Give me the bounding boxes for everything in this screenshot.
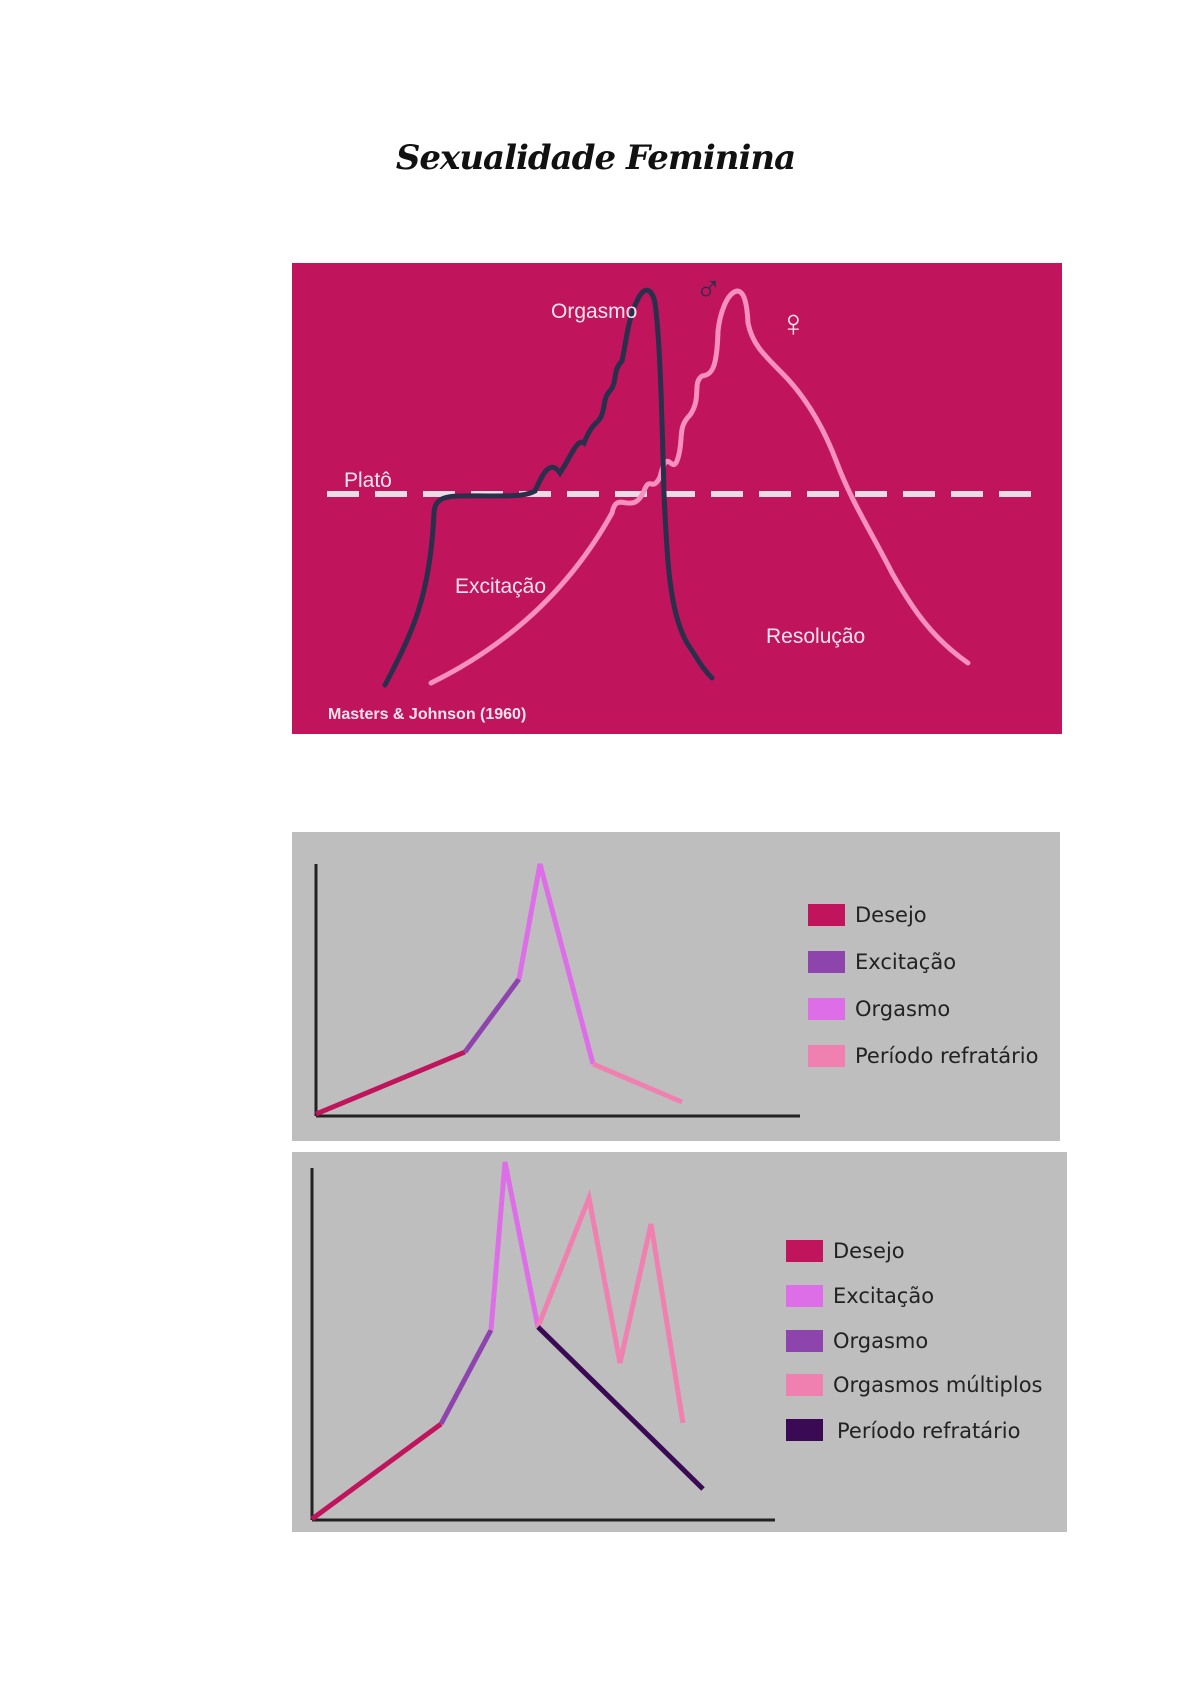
male-response-curve	[382, 287, 715, 688]
orgasm-segment	[438, 1328, 494, 1426]
female-cycle-diagram: Desejo Excitação Orgasmo Orgasmos múltip…	[310, 1161, 1042, 1522]
resolution-label: Resolução	[766, 625, 865, 648]
legend-label-multiple-orgasms: Orgasmos múltiplos	[833, 1373, 1042, 1397]
source-caption: Masters & Johnson (1960)	[328, 706, 526, 723]
legend-label-refractory: Período refratário	[855, 1044, 1038, 1068]
legend-swatch-orgasm	[808, 998, 845, 1020]
masters-johnson-figure: Platô Orgasmo Excitação Resolução ♂ ♀ Ma…	[292, 263, 1062, 734]
legend-swatch-excitement	[808, 951, 845, 973]
excitement-peak-segment	[488, 1161, 541, 1331]
legend-swatch-excitement	[786, 1285, 823, 1307]
figure-background	[292, 263, 1062, 734]
excitement-segment	[462, 977, 522, 1054]
excitement-label: Excitação	[455, 575, 546, 598]
legend-swatch-refractory	[786, 1419, 823, 1441]
female-cycle-figure: Desejo Excitação Orgasmo Orgasmos múltip…	[292, 1152, 1067, 1532]
male-cycle-legend: Desejo Excitação Orgasmo Período refratá…	[808, 903, 1038, 1068]
legend-swatch-multiple-orgasms	[786, 1374, 823, 1396]
legend-label-excitement: Excitação	[855, 950, 956, 974]
desire-segment	[310, 1421, 443, 1522]
male-cycle-figure: Desejo Excitação Orgasmo Período refratá…	[292, 832, 1060, 1141]
page-title: Sexualidade Feminina	[395, 138, 796, 178]
desire-segment	[315, 1049, 466, 1117]
refractory-segment	[592, 1061, 683, 1105]
male-cycle-diagram: Desejo Excitação Orgasmo Período refratá…	[314, 863, 1038, 1118]
female-symbol-icon: ♀	[779, 303, 808, 345]
legend-label-desire: Desejo	[833, 1239, 905, 1263]
legend-label-excitement: Excitação	[833, 1284, 934, 1308]
multiple-orgasms-segment	[535, 1189, 686, 1424]
refractory-segment	[536, 1325, 705, 1491]
legend-swatch-orgasm	[786, 1330, 823, 1352]
legend-label-orgasm: Orgasmo	[833, 1329, 928, 1353]
plateau-label: Platô	[344, 469, 392, 492]
legend-label-desire: Desejo	[855, 903, 927, 927]
female-cycle-legend: Desejo Excitação Orgasmo Orgasmos múltip…	[786, 1239, 1042, 1443]
legend-label-refractory: Período refratário	[837, 1419, 1020, 1443]
legend-swatch-desire	[808, 904, 845, 926]
female-response-curve	[428, 288, 971, 686]
legend-swatch-refractory	[808, 1045, 845, 1067]
masters-johnson-diagram: Platô Orgasmo Excitação Resolução ♂ ♀ Ma…	[292, 263, 1062, 734]
legend-swatch-desire	[786, 1240, 823, 1262]
orgasm-label: Orgasmo	[551, 300, 637, 323]
legend-label-orgasm: Orgasmo	[855, 997, 950, 1021]
male-symbol-icon: ♂	[695, 268, 722, 309]
orgasm-segment	[516, 863, 596, 1065]
